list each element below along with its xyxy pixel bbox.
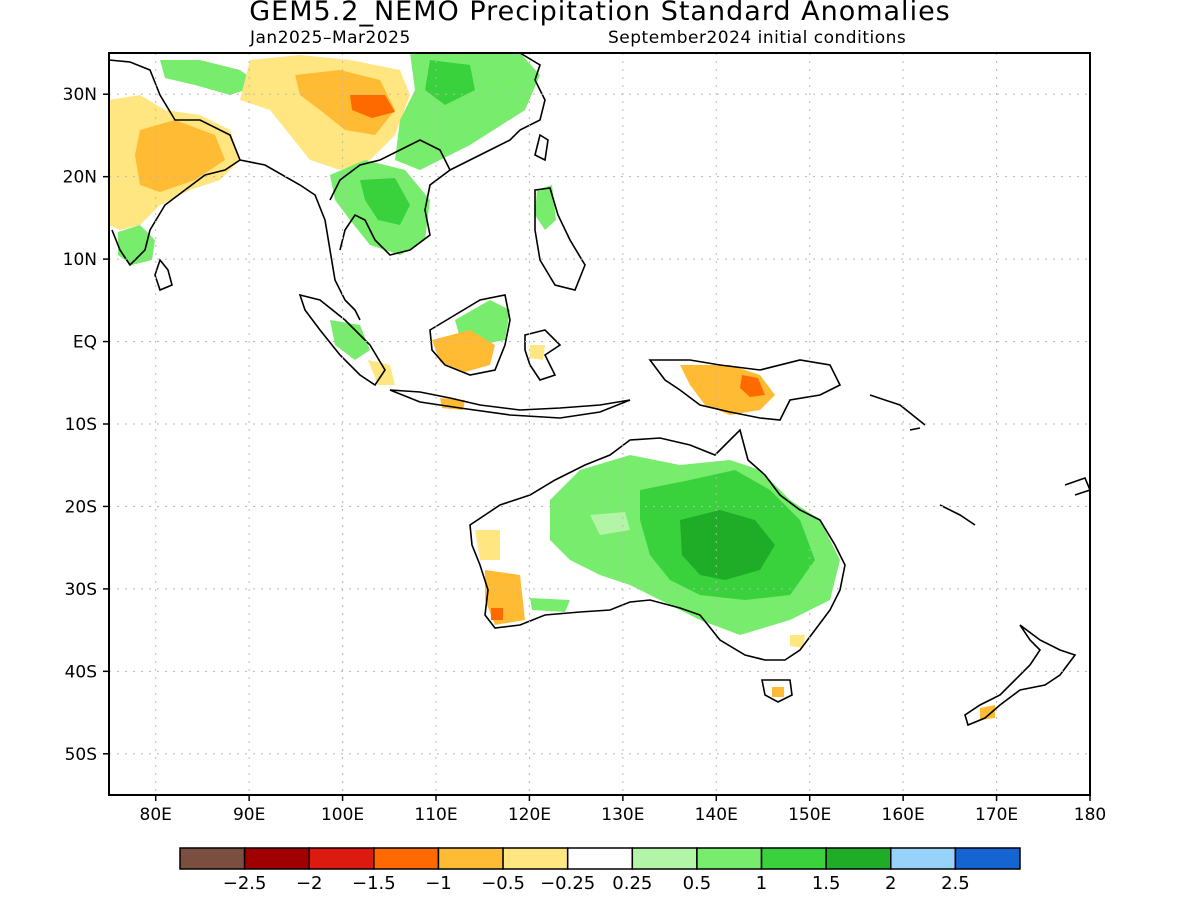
colorbar-swatch (308, 847, 375, 870)
india-dry-core (135, 120, 225, 192)
australia-strong-wet (680, 510, 775, 580)
lon-tick-label: 160E (882, 805, 925, 825)
latitude-labels: 30N 20N 10N EQ 10S 20S 30S 40S 50S (63, 85, 109, 765)
colorbar-swatch (696, 847, 763, 870)
philippines (534, 187, 586, 291)
borneo (429, 294, 511, 376)
new-guinea (648, 359, 842, 421)
forecast-period: Jan2025–Mar2025 (250, 28, 411, 48)
colorbar-label: −2.5 (223, 873, 267, 894)
sumatra (298, 293, 386, 387)
solomons (869, 394, 926, 431)
tasmania-dry (772, 687, 784, 697)
sulawesi-dry (530, 345, 545, 360)
australia (469, 428, 846, 661)
colorbar-swatch (566, 847, 634, 870)
tasmania (761, 679, 793, 703)
colorbar-label: −1.5 (352, 873, 396, 894)
lon-tick-label: 180 (1074, 805, 1106, 825)
new-zealand (964, 624, 1077, 727)
coastlines (109, 53, 1090, 727)
china-dry-core (295, 70, 395, 135)
lon-tick-label: 100E (321, 805, 364, 825)
lat-tick-label: 10N (63, 250, 97, 270)
longitude-labels: 80E 90E 100E 110E 120E 130E 140E 150E 160E 170E 18… (140, 795, 1106, 825)
colorbar-labels: −2.5 −2 −1.5 −1 −0.5 −0.25 0.25 0.5 1 1.5 2 2.5 (223, 873, 970, 894)
lon-tick-label: 140E (695, 805, 738, 825)
australia-light-wet (590, 512, 630, 535)
lat-tick-label: 10S (65, 415, 97, 435)
colorbar-swatch (179, 847, 246, 870)
lat-tick-label: 50S (65, 745, 97, 765)
sulawesi (524, 329, 562, 381)
java-dry (440, 398, 465, 410)
lon-tick-label: 90E (233, 805, 265, 825)
colorbar-label: 0.25 (612, 873, 652, 894)
new-guinea-dry-core (740, 375, 765, 397)
colorbar-label: 0.5 (683, 873, 712, 894)
colorbar-swatch (760, 847, 827, 870)
sw-australia-dry (475, 530, 500, 560)
china-strong-dry (350, 95, 395, 118)
map-title: GEM5.2_NEMO Precipitation Standard Anoma… (249, 0, 951, 27)
lat-tick-label: 30N (63, 85, 97, 105)
colorbar-label: 2 (885, 873, 896, 894)
lon-tick-label: 120E (508, 805, 551, 825)
lat-tick-label: 20N (63, 168, 97, 188)
colorbar-swatch (825, 847, 892, 870)
borneo-dry (432, 330, 495, 372)
colorbar-swatch (890, 847, 957, 870)
lat-tick-label: 40S (65, 662, 97, 682)
new-zealand-dry (980, 705, 995, 720)
lon-tick-label: 80E (140, 805, 172, 825)
colorbar-label: 1 (756, 873, 767, 894)
taiwan (534, 133, 549, 162)
sumatra-wet (330, 320, 370, 360)
lon-tick-label: 130E (601, 805, 644, 825)
lat-tick-label: 30S (65, 580, 97, 600)
colorbar (179, 847, 1021, 870)
lat-tick-label: 20S (65, 497, 97, 517)
colorbar-label: −0.25 (540, 873, 595, 894)
initial-conditions: September2024 initial conditions (608, 28, 907, 48)
lon-tick-label: 110E (414, 805, 457, 825)
india-wet-patch (118, 225, 155, 265)
colorbar-label: 1.5 (812, 873, 841, 894)
colorbar-label: −1 (425, 873, 452, 894)
asia-coastline (109, 53, 546, 321)
se-australia-dry (790, 635, 805, 648)
colorbar-swatch (373, 847, 440, 870)
anomaly-shading (109, 53, 995, 720)
colorbar-swatch (502, 847, 569, 870)
sw-australia-strong-dry (491, 608, 503, 620)
philippines-wet (535, 185, 556, 230)
colorbar-label: −0.5 (481, 873, 525, 894)
lon-tick-label: 150E (788, 805, 831, 825)
java (389, 389, 631, 419)
colorbar-swatch (243, 847, 310, 870)
indochina-wet-core (360, 178, 410, 225)
himalaya-wet (160, 60, 260, 95)
lat-tick-label: EQ (73, 333, 97, 353)
lon-tick-label: 170E (975, 805, 1018, 825)
colorbar-label: 2.5 (941, 873, 970, 894)
colorbar-swatch (437, 847, 504, 870)
colorbar-swatch (954, 847, 1021, 870)
pacific-islands (939, 476, 1090, 526)
colorbar-swatch (631, 847, 698, 870)
colorbar-label: −2 (296, 873, 323, 894)
south-australia-wet (530, 598, 570, 612)
graticule (109, 53, 1090, 795)
sumatra-dry (368, 360, 395, 385)
